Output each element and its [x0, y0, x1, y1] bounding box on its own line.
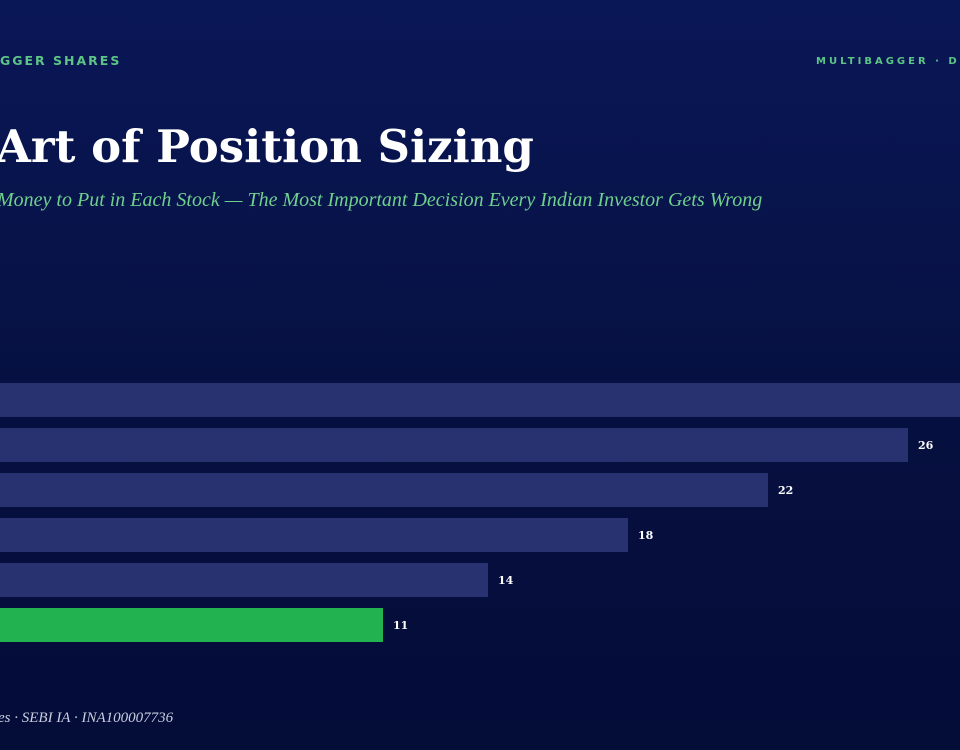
bar — [0, 383, 960, 417]
value-label: 14 — [498, 574, 514, 587]
value-label: 22 — [778, 484, 793, 497]
bar — [0, 608, 383, 642]
title: Art of Position Sizing — [0, 120, 534, 173]
value-label: 26 — [918, 439, 934, 452]
bar — [0, 473, 768, 507]
value-label: 18 — [638, 529, 654, 542]
bar — [0, 563, 488, 597]
bar-chart: 26 22 18 14 11 — [0, 383, 960, 642]
subtitle: Money to Put in Each Stock — The Most Im… — [0, 189, 762, 211]
bar — [0, 518, 628, 552]
brand-left: GGER SHARES — [0, 53, 121, 68]
value-label: 11 — [393, 619, 408, 632]
bar — [0, 428, 908, 462]
footer: es · SEBI IA · INA100007736 — [0, 710, 174, 726]
brand-right: MULTIBAGGER · D — [816, 56, 960, 67]
